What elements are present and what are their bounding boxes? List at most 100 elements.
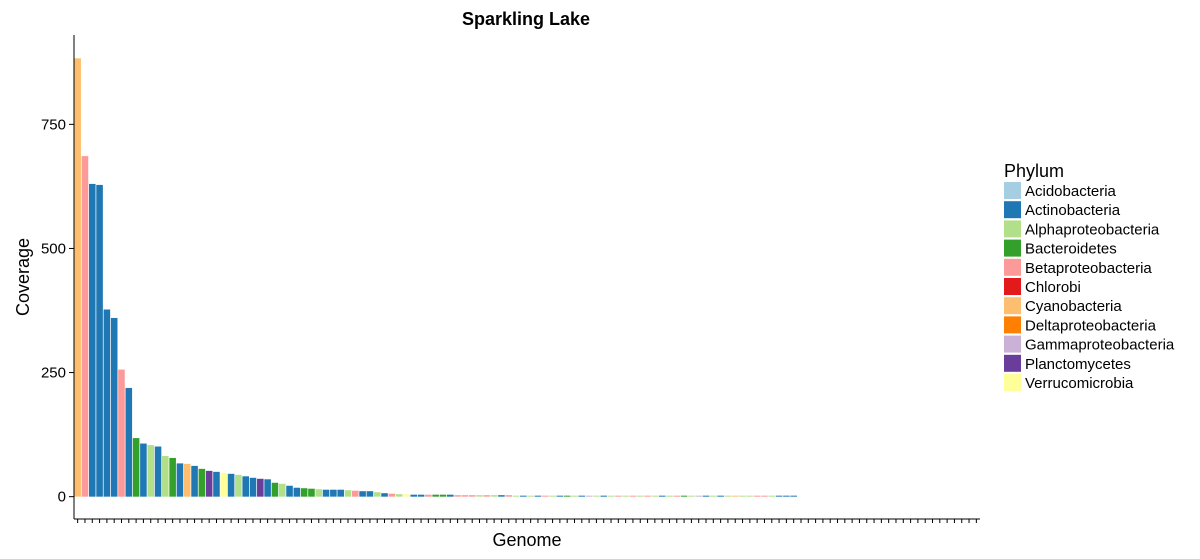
bar [132,438,140,497]
bar [483,495,491,497]
bar [344,490,352,497]
bar [191,465,198,497]
legend-label: Chlorobi [1025,279,1081,296]
bar [505,495,513,497]
bar [651,495,659,497]
legend-swatch [1004,201,1021,219]
bar [81,156,89,497]
legend-swatch [1004,354,1021,372]
bar [783,495,790,497]
bar [549,495,556,497]
bar [227,473,235,497]
bar [688,495,695,497]
bar [600,495,608,497]
bar [366,491,374,497]
bar [381,493,388,497]
bar [702,495,710,497]
bar [461,495,469,497]
bar [761,495,768,497]
bar [352,490,359,497]
bar [242,476,249,497]
bar [768,495,776,497]
bar [257,478,264,497]
bar [739,495,746,497]
bar [775,495,783,497]
bar [125,387,133,497]
bar [235,474,242,497]
bar [615,495,622,497]
y-tick-label: 500 [41,240,66,257]
bar [403,494,410,497]
bar [198,468,206,497]
legend-swatch [1004,239,1021,257]
bar [790,495,797,497]
bar [666,495,673,497]
bar [629,495,637,497]
bar [425,494,432,497]
bar [439,494,447,497]
chart-title: Sparkling Lake [462,9,590,29]
legend-swatch [1004,316,1021,334]
legend-swatch [1004,258,1021,276]
bar [673,495,681,497]
bar [417,494,425,497]
bar [636,495,644,497]
y-tick-label: 250 [41,365,66,382]
bar [88,183,96,497]
bar [103,309,111,497]
bar [300,488,308,497]
legend-label: Actinobacteria [1025,202,1121,219]
bar [658,495,666,497]
legend-swatch [1004,182,1021,199]
bar [140,443,147,497]
bar [220,472,228,497]
bar [556,495,564,497]
bar [249,477,257,497]
bar [731,495,739,497]
y-tick-label: 0 [58,489,66,506]
bar [147,445,155,497]
legend-label: Alphaproteobacteria [1025,221,1160,238]
y-tick-label: 750 [41,116,66,133]
bar [644,495,651,497]
bar [337,489,344,497]
legend: Phylum Acidobacteria Actinobacteria Alphap… [1004,161,1175,392]
bar [176,463,184,497]
bar [96,184,103,497]
bar [432,494,439,497]
bar [213,471,220,497]
bar [534,495,542,497]
bar [498,495,505,497]
bar [680,495,688,497]
bar [512,495,520,497]
bar [308,488,315,497]
bar [468,495,476,497]
legend-label: Bacteroidetes [1025,241,1117,258]
y-axis-ticks: 0 250 500 750 [41,116,74,506]
bar [162,455,169,497]
bar [724,495,732,497]
bar [622,495,629,497]
bar [395,494,403,497]
legend-swatch [1004,374,1021,391]
bar [264,479,271,497]
bar [593,495,600,497]
bar [746,495,754,497]
x-axis-title: Genome [492,530,561,550]
bar [476,495,483,497]
bar [717,495,724,497]
bar [205,470,213,497]
bar [286,485,293,497]
bar [571,495,578,497]
bar [454,495,461,497]
bar [359,491,366,497]
bar [293,487,301,497]
bar [585,495,593,497]
legend-label: Acidobacteria [1025,183,1117,200]
bar [541,495,549,497]
legend-label: Deltaproteobacteria [1025,317,1157,334]
bar [578,495,586,497]
bar [607,495,615,497]
legend-swatch [1004,297,1021,315]
